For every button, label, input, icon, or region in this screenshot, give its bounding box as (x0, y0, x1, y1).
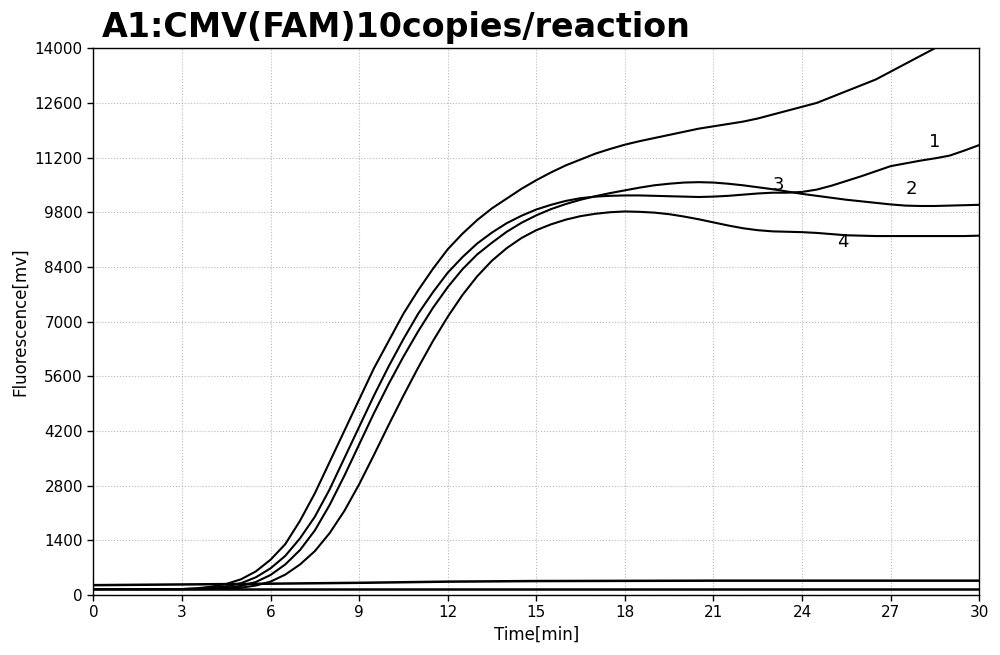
Text: 4: 4 (837, 233, 849, 250)
Text: A1:CMV(FAM)10copies/reaction: A1:CMV(FAM)10copies/reaction (102, 11, 691, 44)
Text: 3: 3 (772, 176, 784, 194)
Text: 1: 1 (929, 133, 940, 151)
Y-axis label: Fluorescence[mv]: Fluorescence[mv] (11, 247, 29, 396)
X-axis label: Time[min]: Time[min] (494, 626, 579, 644)
Text: 2: 2 (905, 180, 917, 198)
